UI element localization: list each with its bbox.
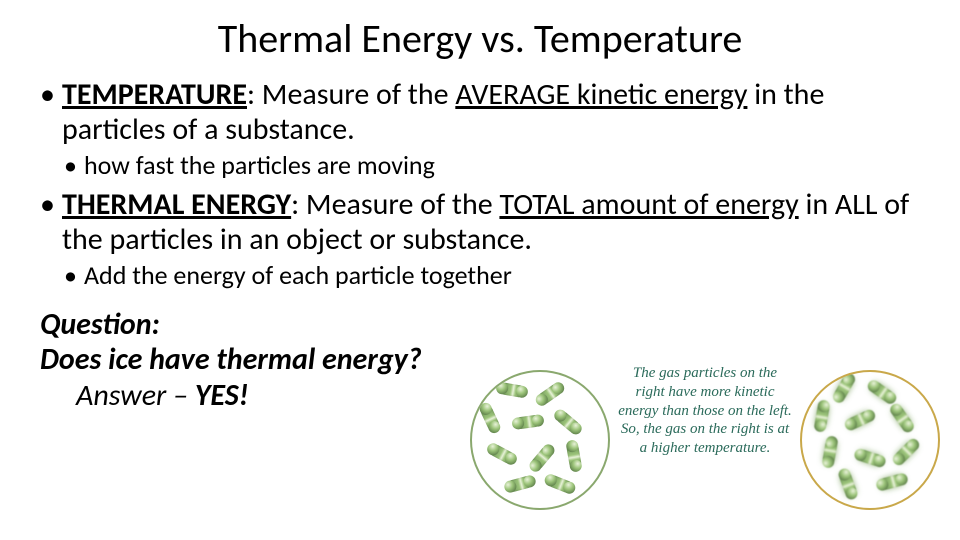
- gas-particle: [498, 382, 526, 398]
- sub-bullet-temp: how fast the particles are moving: [64, 150, 930, 181]
- left-gas-circle: [470, 370, 610, 510]
- gas-particle: [514, 414, 541, 430]
- gas-particle: [554, 409, 582, 435]
- text: : Measure of the: [247, 76, 455, 113]
- underline-avg-ke: AVERAGE kinetic energy: [455, 76, 747, 113]
- gas-particle: [838, 470, 858, 499]
- gas-particle: [546, 474, 575, 495]
- gas-particle: [506, 475, 534, 493]
- question-label: Question:: [40, 307, 930, 342]
- text: : Measure of the: [291, 186, 499, 223]
- answer-yes: YES!: [195, 377, 249, 414]
- sub-bullet-list: how fast the particles are moving: [64, 150, 930, 181]
- term-temperature: TEMPERATURE: [62, 76, 247, 113]
- gas-particle: [566, 442, 582, 470]
- gas-particle: [822, 438, 838, 466]
- sub-bullet-thermal: Add the energy of each particle together: [64, 260, 930, 291]
- gas-particle: [846, 409, 875, 431]
- slide-title: Thermal Energy vs. Temperature: [30, 14, 930, 63]
- bullet-thermal-energy: THERMAL ENERGY: Measure of the TOTAL amo…: [40, 187, 930, 258]
- answer-prefix: Answer –: [76, 377, 195, 414]
- gas-particle: [890, 404, 915, 432]
- gas-particle: [529, 444, 555, 472]
- slide: Thermal Energy vs. Temperature TEMPERATU…: [0, 0, 960, 540]
- bullet-list: TEMPERATURE: Measure of the AVERAGE kine…: [40, 77, 930, 148]
- particle-diagram: The gas particles on the right have more…: [470, 360, 940, 520]
- underline-total-energy: TOTAL amount of energy: [499, 186, 798, 223]
- bullet-list: THERMAL ENERGY: Measure of the TOTAL amo…: [40, 187, 930, 258]
- sub-bullet-list: Add the energy of each particle together: [64, 260, 930, 291]
- gas-particle: [868, 380, 896, 405]
- gas-particle: [488, 443, 517, 466]
- right-gas-circle: [800, 370, 940, 510]
- gas-particle: [536, 382, 564, 407]
- bullet-temperature: TEMPERATURE: Measure of the AVERAGE kine…: [40, 77, 930, 148]
- diagram-caption: The gas particles on the right have more…: [618, 364, 792, 458]
- gas-particle: [814, 402, 830, 430]
- gas-particle: [856, 448, 884, 467]
- term-thermal-energy: THERMAL ENERGY: [62, 186, 291, 223]
- gas-particle: [832, 374, 855, 403]
- gas-particle: [893, 439, 920, 466]
- gas-particle: [878, 473, 906, 491]
- gas-particle: [479, 404, 501, 433]
